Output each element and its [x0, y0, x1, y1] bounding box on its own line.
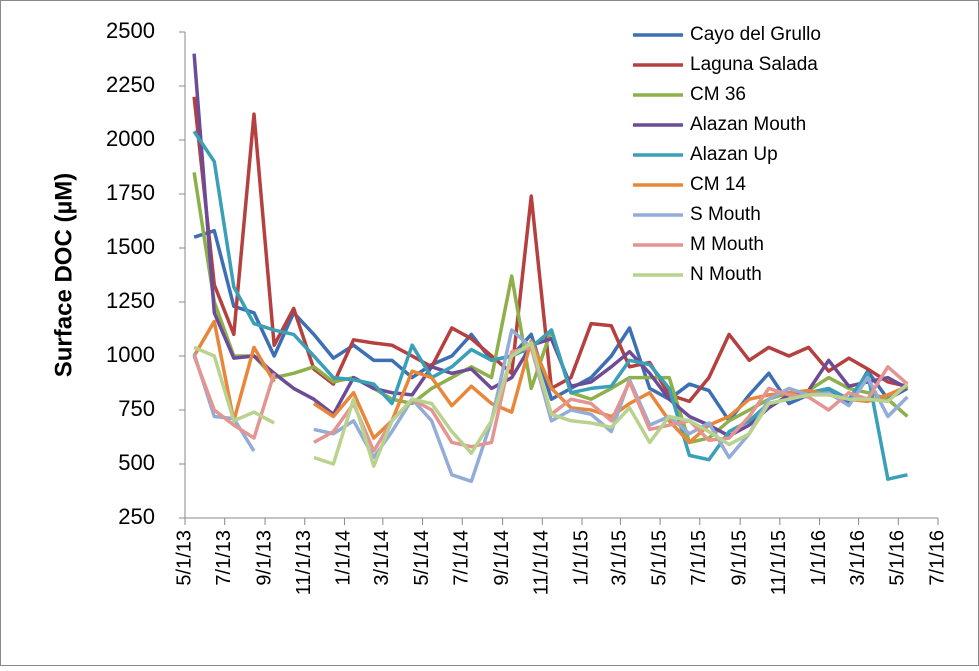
y-tick-label: 1750: [106, 180, 155, 205]
legend-label: Cayo del Grullo: [690, 24, 821, 45]
legend-label: N Mouth: [690, 264, 762, 285]
y-tick-label: 1000: [106, 342, 155, 367]
x-tick-label: 11/1/14: [531, 530, 553, 595]
y-tick-label: 250: [118, 504, 155, 529]
x-tick-label: 7/1/14: [451, 530, 473, 586]
x-tick-label: 7/1/13: [213, 530, 235, 586]
x-tick-label: 9/1/13: [253, 530, 275, 586]
legend-label: Alazan Mouth: [690, 114, 806, 135]
x-tick-label: 5/1/15: [648, 530, 670, 586]
y-tick-label: 2000: [106, 126, 155, 151]
y-tick-label: 500: [118, 450, 155, 475]
x-tick-label: 5/1/14: [411, 530, 433, 586]
x-tick-label: 1/1/14: [333, 530, 355, 586]
y-tick-label: 2250: [106, 72, 155, 97]
legend-label: M Mouth: [690, 234, 764, 255]
x-tick-label: 3/1/16: [847, 530, 869, 586]
y-tick-label: 1500: [106, 234, 155, 259]
y-tick-label: 750: [118, 396, 155, 421]
x-tick-label: 9/1/14: [491, 530, 513, 586]
x-tick-label: 11/1/13: [293, 530, 315, 595]
x-tick-label: 7/1/16: [926, 530, 948, 586]
series-line: [193, 228, 909, 423]
x-tick-label: 9/1/15: [728, 530, 750, 586]
legend-label: S Mouth: [690, 204, 761, 225]
legend-label: Laguna Salada: [690, 54, 818, 75]
x-tick-label: 5/1/16: [887, 530, 909, 586]
x-tick-label: 3/1/14: [371, 530, 393, 586]
x-tick-label: 1/1/16: [808, 530, 830, 586]
legend-label: CM 36: [690, 84, 746, 105]
legend-label: Alazan Up: [690, 144, 778, 165]
x-tick-label: 5/1/13: [173, 530, 195, 586]
y-axis-title: Surface DOC (µM): [50, 173, 77, 378]
x-tick-label: 3/1/15: [609, 530, 631, 586]
legend-label: CM 14: [690, 174, 746, 195]
x-tick-label: 11/1/15: [768, 530, 790, 595]
x-tick-label: 7/1/15: [688, 530, 710, 586]
y-tick-label: 2500: [106, 18, 155, 43]
x-tick-label: 1/1/15: [570, 530, 592, 586]
y-tick-label: 1250: [106, 288, 155, 313]
series-line: [193, 341, 909, 468]
